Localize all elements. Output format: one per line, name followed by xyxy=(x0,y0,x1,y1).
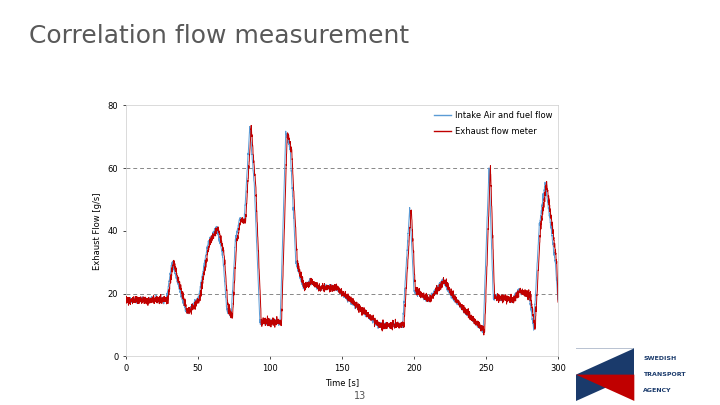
Text: TRANSPORT: TRANSPORT xyxy=(644,372,686,377)
Polygon shape xyxy=(576,348,634,375)
Legend: Intake Air and fuel flow, Exhaust flow meter: Intake Air and fuel flow, Exhaust flow m… xyxy=(432,109,554,137)
X-axis label: Time [s]: Time [s] xyxy=(325,379,359,388)
Y-axis label: Exhaust Flow [g/s]: Exhaust Flow [g/s] xyxy=(93,192,102,270)
Polygon shape xyxy=(576,375,634,401)
Text: Correlation flow measurement: Correlation flow measurement xyxy=(29,24,409,48)
Polygon shape xyxy=(576,348,634,401)
Text: SWEDISH: SWEDISH xyxy=(644,356,677,361)
Text: 13: 13 xyxy=(354,391,366,401)
Text: AGENCY: AGENCY xyxy=(644,388,672,393)
Polygon shape xyxy=(576,375,634,401)
